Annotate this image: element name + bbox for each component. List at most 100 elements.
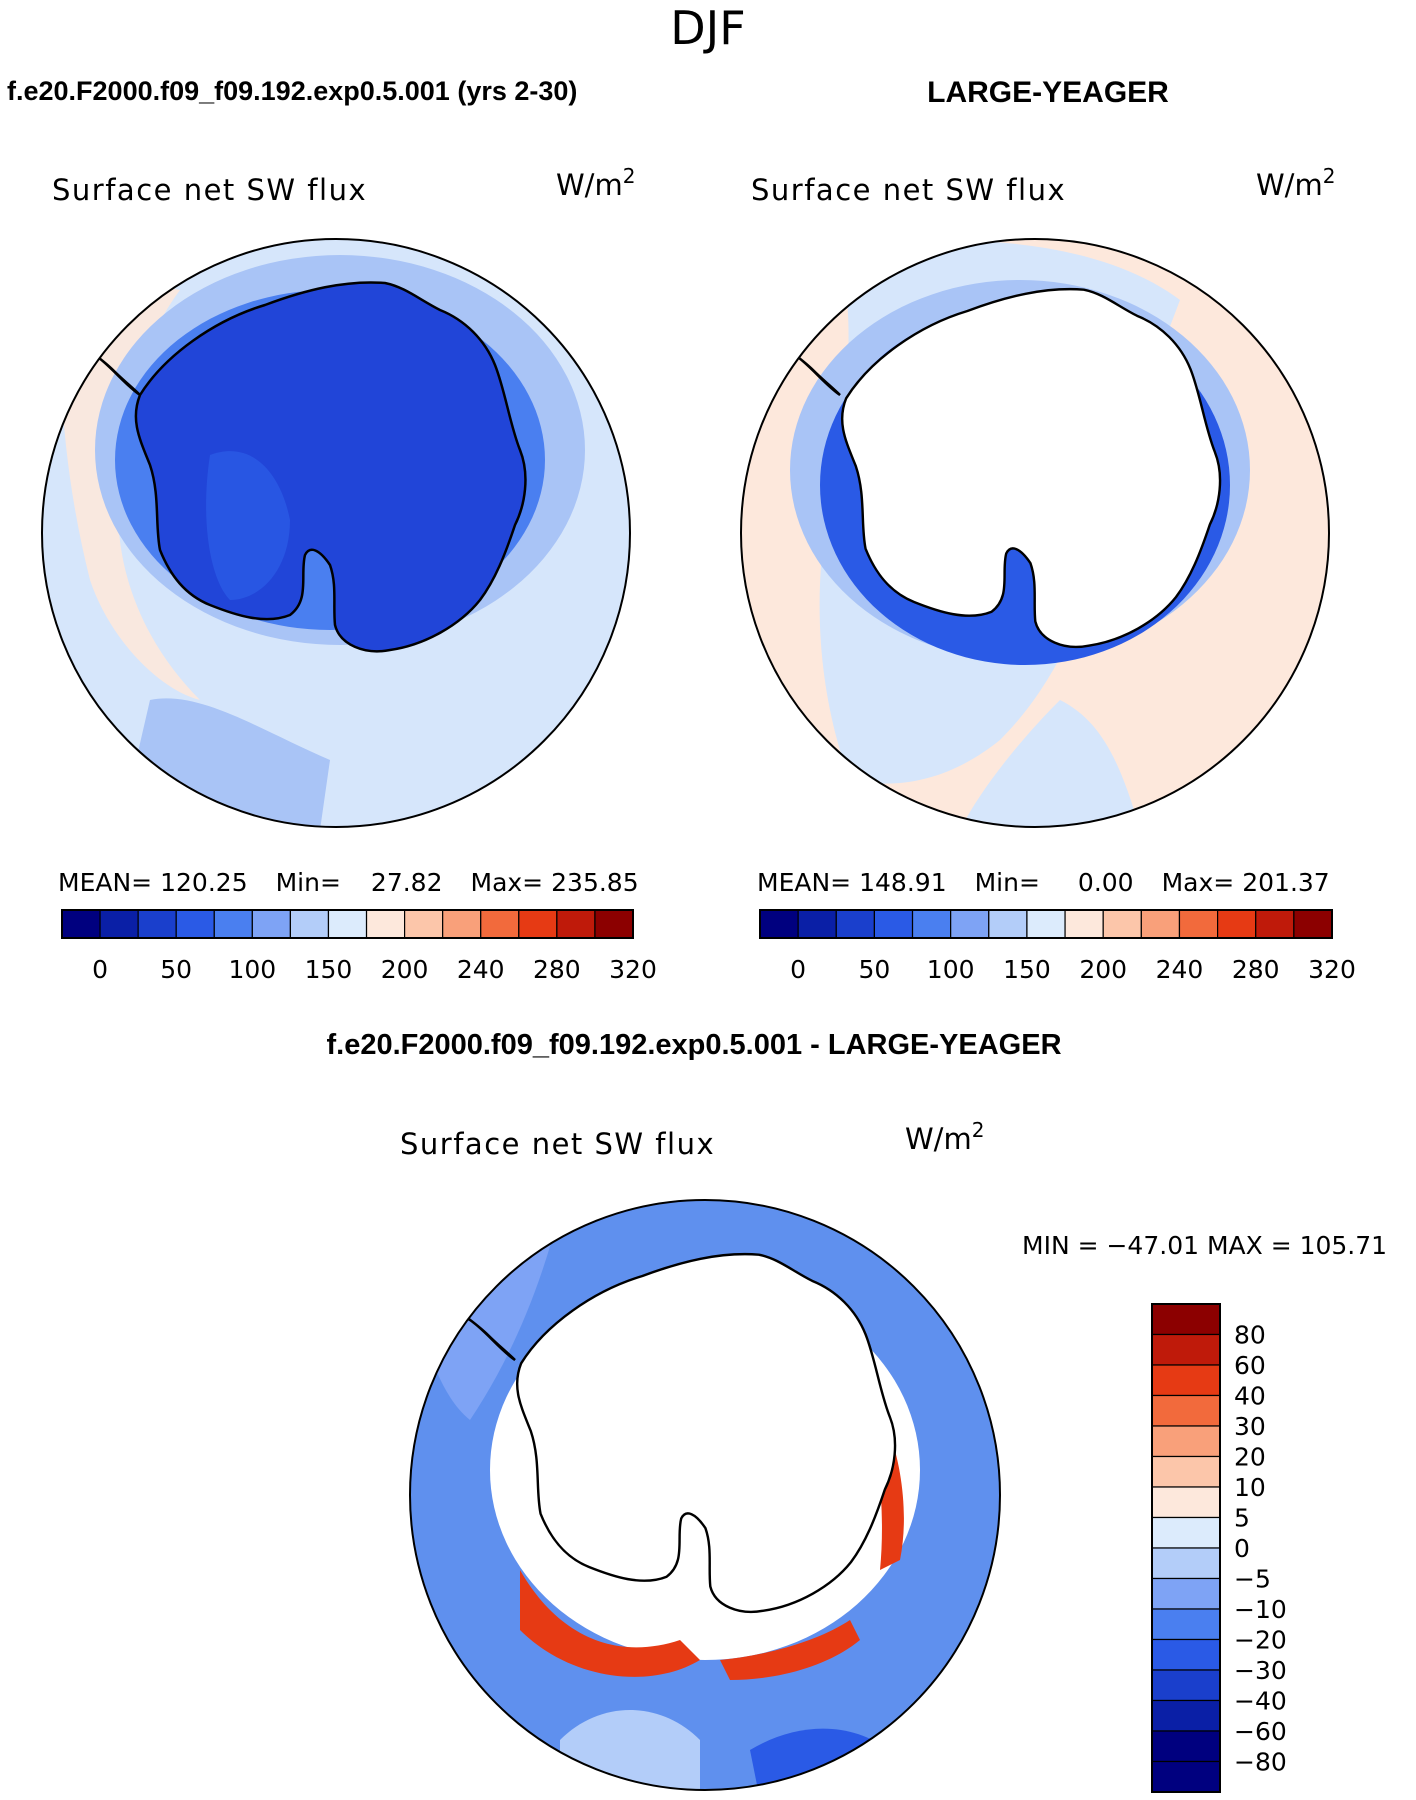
colorbar-swatch bbox=[1151, 1516, 1221, 1549]
colorbar-tick-label: 20 bbox=[1234, 1443, 1266, 1472]
colorbar-swatch bbox=[1151, 1638, 1221, 1671]
colorbar-swatch bbox=[1064, 909, 1104, 939]
colorbar-tick-label: 40 bbox=[1234, 1382, 1266, 1411]
panel-diff-minmax: MIN = −47.01 MAX = 105.71 bbox=[1022, 1231, 1387, 1260]
panel-model-var-label: Surface net SW flux bbox=[52, 173, 367, 207]
colorbar-tick-label: 50 bbox=[160, 955, 192, 984]
colorbar-tick-label: 240 bbox=[457, 955, 505, 984]
colorbar-swatch bbox=[950, 909, 990, 939]
colorbar-tick-label: 5 bbox=[1234, 1504, 1250, 1533]
colorbar-swatch bbox=[442, 909, 482, 939]
colorbar-tick-label: 30 bbox=[1234, 1412, 1266, 1441]
panel-model-units: W/m2 bbox=[556, 164, 635, 202]
colorbar-swatch bbox=[137, 909, 177, 939]
colorbar-swatch bbox=[365, 909, 406, 939]
colorbar-swatch bbox=[518, 909, 558, 939]
colorbar-swatch bbox=[835, 909, 875, 939]
panel-obs-case-title: LARGE-YEAGER bbox=[927, 76, 1169, 109]
colorbar-swatch bbox=[1151, 1486, 1221, 1519]
colorbar-tick-label: 320 bbox=[1308, 955, 1356, 984]
panel-obs-colorbar: 0 50 100 150 200 240 280 320 bbox=[759, 909, 1356, 984]
colorbar-swatch bbox=[873, 909, 914, 939]
colorbar-tick-label: 50 bbox=[858, 955, 890, 984]
panel-model-colorbar: 0 50 100 150 200 240 280 320 bbox=[61, 909, 657, 984]
panel-model-case-title: f.e20.F2000.f09_f09.192.exp0.5.001 (yrs … bbox=[7, 76, 577, 106]
colorbar-swatch bbox=[1151, 1303, 1221, 1336]
colorbar-swatch bbox=[556, 909, 596, 939]
colorbar-swatch bbox=[1293, 909, 1333, 939]
colorbar-swatch bbox=[1255, 909, 1295, 939]
colorbar-swatch bbox=[480, 909, 520, 939]
colorbar-tick-label: 60 bbox=[1234, 1351, 1266, 1380]
colorbar-swatch bbox=[911, 909, 952, 939]
colorbar-tick-label: 240 bbox=[1156, 955, 1204, 984]
colorbar-swatch bbox=[1151, 1425, 1221, 1458]
colorbar-tick-label: −20 bbox=[1234, 1626, 1287, 1655]
colorbar-swatch bbox=[327, 909, 368, 939]
colorbar-swatch bbox=[797, 909, 837, 939]
colorbar-tick-label: 150 bbox=[1003, 955, 1051, 984]
colorbar-tick-label: 0 bbox=[790, 955, 806, 984]
colorbar-tick-label: 200 bbox=[1079, 955, 1127, 984]
colorbar-swatch bbox=[251, 909, 291, 939]
panel-obs-var-label: Surface net SW flux bbox=[751, 173, 1066, 207]
colorbar-swatch bbox=[1151, 1577, 1221, 1610]
colorbar-tick-label: 0 bbox=[1234, 1534, 1250, 1563]
colorbar-swatch bbox=[1026, 909, 1066, 939]
colorbar-tick-label: 100 bbox=[228, 955, 276, 984]
colorbar-frame bbox=[1151, 1303, 1221, 1793]
colorbar-swatch bbox=[1151, 1364, 1221, 1397]
colorbar-tick-label: 320 bbox=[609, 955, 657, 984]
colorbar-swatch bbox=[1216, 909, 1257, 939]
colorbar-swatch bbox=[1151, 1455, 1221, 1488]
colorbar-tick-label: −10 bbox=[1234, 1595, 1287, 1624]
colorbar-swatch bbox=[594, 909, 634, 939]
panel-diff-case-title: f.e20.F2000.f09_f09.192.exp0.5.001 - LAR… bbox=[326, 1029, 1061, 1061]
colorbar-swatch bbox=[1151, 1333, 1221, 1366]
colorbar-tick-label: 150 bbox=[305, 955, 353, 984]
colorbar-swatch bbox=[289, 909, 330, 939]
colorbar-swatch bbox=[175, 909, 215, 939]
panel-model-map bbox=[41, 238, 631, 828]
panel-obs-stats: MEAN= 148.91 Min= 0.00 Max= 201.37 bbox=[757, 868, 1330, 897]
colorbar-swatch bbox=[759, 909, 799, 939]
colorbar-swatch bbox=[1151, 1760, 1221, 1793]
colorbar-tick-label: −5 bbox=[1234, 1565, 1271, 1594]
panel-obs-units: W/m2 bbox=[1256, 164, 1335, 202]
colorbar-swatch bbox=[1151, 1699, 1221, 1732]
colorbar-swatch bbox=[1151, 1730, 1221, 1763]
colorbar-tick-label: −60 bbox=[1234, 1717, 1287, 1746]
season-title: DJF bbox=[670, 1, 745, 55]
colorbar-swatch bbox=[1151, 1394, 1221, 1427]
colorbar-swatch bbox=[1151, 1669, 1221, 1702]
colorbar-tick-label: 0 bbox=[92, 955, 108, 984]
colorbar-swatch bbox=[61, 909, 101, 939]
colorbar-tick-label: 200 bbox=[381, 955, 429, 984]
colorbar-tick-label: 80 bbox=[1234, 1321, 1266, 1350]
panel-model-stats: MEAN= 120.25 Min= 27.82 Max= 235.85 bbox=[58, 868, 639, 897]
colorbar-swatch bbox=[1178, 909, 1219, 939]
colorbar-frame bbox=[61, 909, 634, 939]
colorbar-tick-label: −30 bbox=[1234, 1656, 1287, 1685]
colorbar-tick-label: 10 bbox=[1234, 1473, 1266, 1502]
panel-diff-map bbox=[409, 1199, 1001, 1791]
colorbar-tick-label: 280 bbox=[1232, 955, 1280, 984]
colorbar-swatch bbox=[1102, 909, 1142, 939]
colorbar-tick-label: −80 bbox=[1234, 1748, 1287, 1777]
colorbar-tick-label: 100 bbox=[927, 955, 975, 984]
colorbar-swatch bbox=[1151, 1608, 1221, 1641]
panel-diff-units: W/m2 bbox=[905, 1118, 984, 1156]
panel-obs-map bbox=[740, 238, 1330, 828]
colorbar-swatch bbox=[99, 909, 139, 939]
colorbar-swatch bbox=[988, 909, 1028, 939]
colorbar-swatch bbox=[404, 909, 444, 939]
colorbar-swatch bbox=[213, 909, 253, 939]
colorbar-swatch bbox=[1140, 909, 1181, 939]
panel-diff-var-label: Surface net SW flux bbox=[400, 1127, 715, 1161]
colorbar-swatch bbox=[1151, 1547, 1221, 1580]
colorbar-tick-label: −40 bbox=[1234, 1687, 1287, 1716]
colorbar-frame bbox=[759, 909, 1333, 939]
colorbar-tick-label: 280 bbox=[533, 955, 581, 984]
